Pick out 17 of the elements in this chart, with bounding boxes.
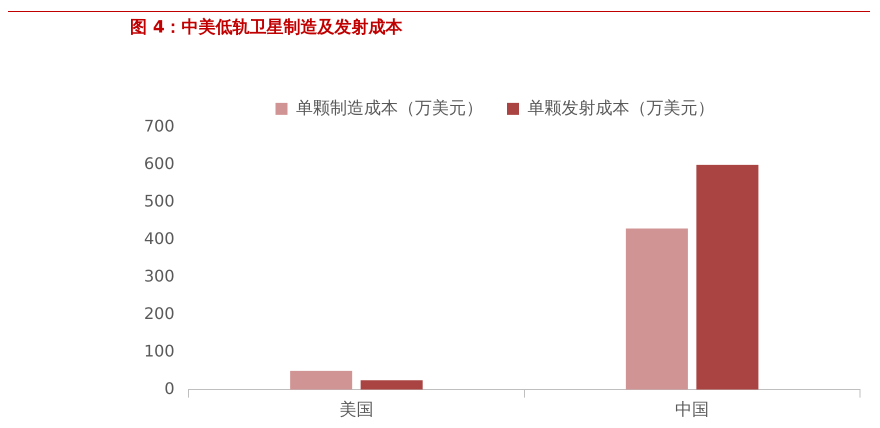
bar [696,164,758,390]
bar [626,228,688,390]
bar [290,370,352,390]
y-tick-label: 200 [144,304,175,323]
x-tick-label: 美国 [339,400,374,420]
x-tick-label: 中国 [675,400,710,420]
legend-label: 单颗发射成本（万美元） [528,98,714,118]
legend-label: 单颗制造成本（万美元） [296,98,483,118]
y-tick-label: 500 [144,191,175,210]
chart-title: 图 4：中美低轨卫星制造及发射成本 [130,18,404,38]
y-tick-label: 400 [144,228,175,248]
bar [360,380,423,390]
y-tick-label: 700 [144,116,175,136]
y-tick-label: 600 [144,154,175,174]
y-tick-label: 100 [144,341,175,360]
y-tick-label: 0 [164,378,175,398]
y-tick-label: 300 [144,266,175,286]
